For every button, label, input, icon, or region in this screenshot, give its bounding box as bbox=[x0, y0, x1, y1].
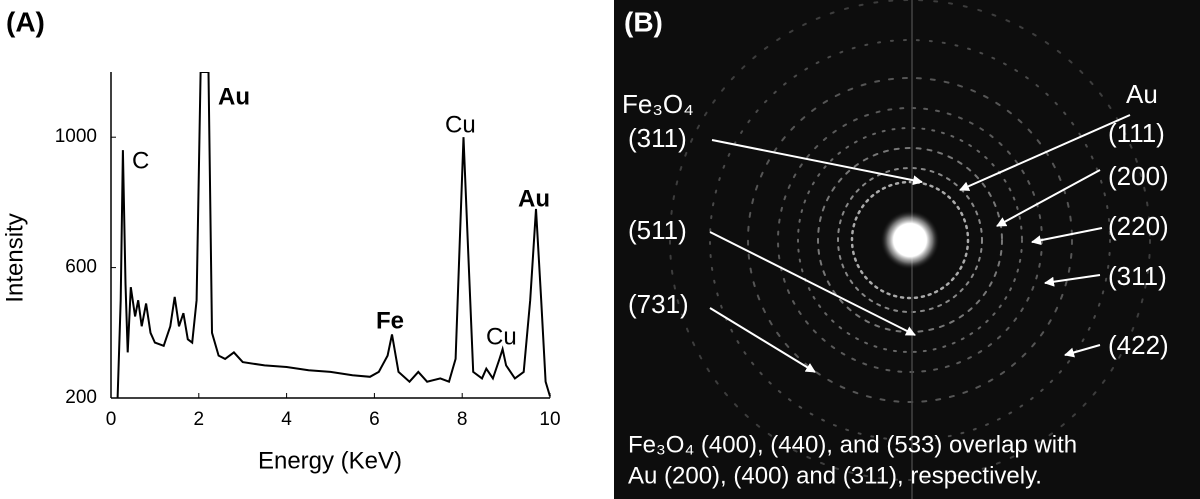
peak-annotation: Au bbox=[218, 83, 250, 110]
plot-area bbox=[116, 72, 551, 399]
arrow bbox=[709, 307, 816, 373]
ring-label: Au bbox=[1126, 79, 1158, 109]
arrows bbox=[709, 114, 1131, 373]
ring-label: (220) bbox=[1108, 211, 1169, 241]
peak-annotation: Fe bbox=[376, 307, 404, 334]
ring bbox=[669, 0, 1151, 481]
arrow bbox=[1031, 227, 1103, 246]
panel-label: (B) bbox=[624, 6, 663, 37]
arrow bbox=[959, 114, 1131, 191]
arrow bbox=[711, 139, 923, 186]
arrow bbox=[709, 231, 916, 336]
x-tick-label: 4 bbox=[281, 409, 292, 430]
peak-annotation: Cu bbox=[445, 111, 476, 138]
central-beam bbox=[880, 210, 940, 270]
spectrum-line bbox=[116, 72, 551, 399]
ring-label: (311) bbox=[628, 123, 687, 153]
panel-label: (A) bbox=[6, 6, 45, 37]
peak-annotation: Cu bbox=[486, 323, 517, 350]
caption: Fe₃O₄ (400), (440), and (533) overlap wi… bbox=[628, 431, 1077, 458]
x-tick-label: 2 bbox=[194, 409, 205, 430]
y-tick-label: 1000 bbox=[55, 126, 97, 147]
ring-label: (422) bbox=[1108, 330, 1169, 360]
ring-label: (111) bbox=[1108, 118, 1165, 148]
y-tick-label: 200 bbox=[65, 387, 97, 408]
x-tick-label: 6 bbox=[369, 409, 380, 430]
x-tick-label: 0 bbox=[106, 409, 117, 430]
x-tick-label: 8 bbox=[457, 409, 468, 430]
ring-label: (200) bbox=[1108, 161, 1169, 191]
caption: Au (200), (400) and (311), respectively. bbox=[628, 462, 1042, 489]
ring bbox=[797, 127, 1023, 353]
ring bbox=[837, 167, 983, 313]
arrow bbox=[1064, 344, 1101, 358]
ring bbox=[747, 77, 1073, 403]
x-tick-label: 10 bbox=[539, 409, 560, 430]
x-axis-label: Energy (KeV) bbox=[258, 447, 402, 474]
ring-label: (731) bbox=[628, 289, 689, 319]
ring bbox=[709, 39, 1111, 441]
peak-annotation: C bbox=[132, 147, 149, 174]
y-axis-label: Intensity bbox=[1, 213, 28, 302]
labels: (B) Fe₃O₄ (311) (511) (731) Au (111) (200) (220)… bbox=[622, 6, 1169, 489]
peak-annotation: Au bbox=[518, 185, 550, 212]
y-tick-label: 600 bbox=[65, 257, 97, 278]
ring-label: (511) bbox=[628, 215, 687, 245]
ring-label: (311) bbox=[1108, 261, 1167, 291]
arrow bbox=[1044, 274, 1101, 287]
ring-label: Fe₃O₄ bbox=[622, 89, 694, 119]
ring bbox=[850, 180, 970, 300]
arrow bbox=[996, 169, 1101, 227]
